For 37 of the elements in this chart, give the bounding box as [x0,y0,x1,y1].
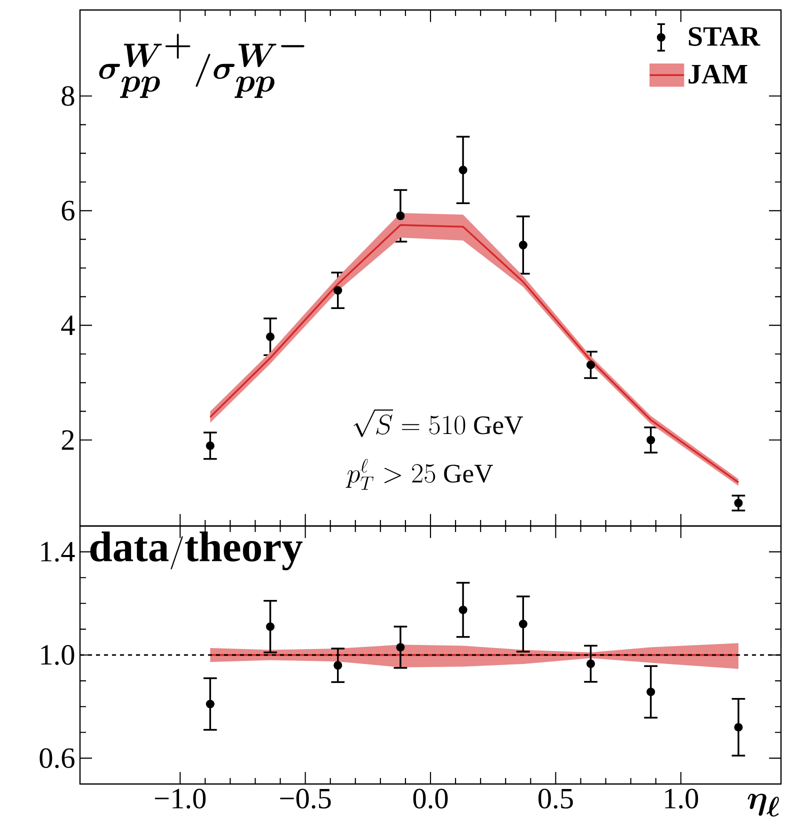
point [734,722,743,732]
point [396,212,405,220]
point [266,622,275,631]
point [458,606,468,614]
point [334,286,342,295]
legend-label: STAR [688,27,760,46]
annotation: $\sqrt{S}=510\ \mathrm{GeV}$ [354,410,524,438]
text: $\boldsymbol{\sigma_{pp}^{W^+}/\sigma_{pp}^{W^-}}$ [99,34,304,98]
point [518,240,528,250]
point [586,660,595,668]
y-tick-label: 1.0 [41,645,74,665]
x-tick-label: −0.5 [280,788,331,809]
x-tick-label: 0.0 [413,788,448,809]
x-tick-label: 1.0 [665,788,698,809]
point [396,642,405,652]
y-tick-label: 1.4 [41,542,75,562]
point [266,332,275,342]
y-tick-label: 2 [62,430,74,450]
x-tick-label: −1.0 [155,788,206,809]
point [458,166,468,174]
point [734,498,743,508]
point [586,360,595,370]
point [518,620,528,628]
annotation: $p_T^{\ell}>25\ \mathrm{GeV}$ [346,458,494,490]
y-tick-label: 0.6 [40,748,74,768]
y-tick-label: 6 [62,200,74,221]
x-tick-label: 0.5 [538,788,573,809]
point [334,661,342,670]
y-tick-label: 4 [61,316,75,335]
point [206,441,214,450]
point [646,688,656,696]
annotation: $\mathbf{data/theory}$ [90,531,302,570]
point [206,700,214,708]
legend-label: JAM [688,64,748,84]
x-axis-title: $\boldsymbol{\eta_{\ell}}$ [748,794,779,817]
point [646,436,656,444]
y-tick-label: 8 [62,86,74,106]
